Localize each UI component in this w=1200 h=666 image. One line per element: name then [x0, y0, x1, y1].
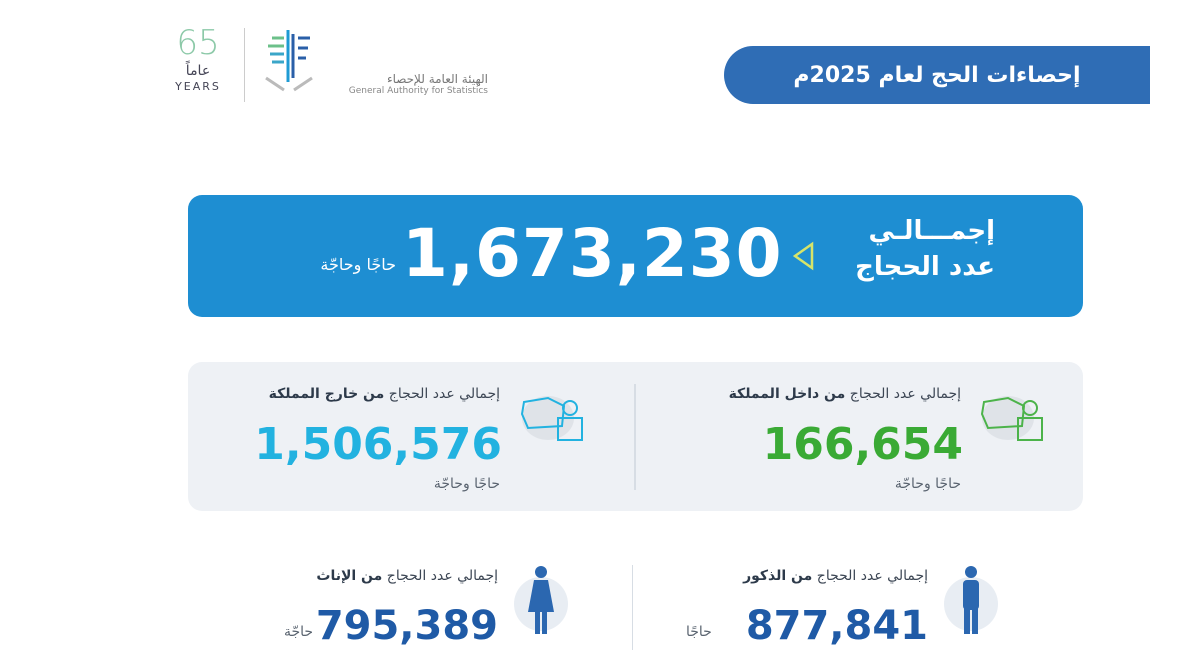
logo-years-en: YEARS [175, 80, 221, 93]
logo-divider [244, 28, 245, 102]
foreign-unit: حاجًا وحاجّة [433, 476, 500, 492]
total-label-line2: عدد الحجاج [855, 252, 995, 282]
triangle-left-icon [792, 241, 814, 271]
gastat-logo-mark-icon [262, 26, 316, 100]
females-label: إجمالي عدد الحجاج من الإناث [316, 568, 498, 584]
total-value: 1,673,230 [402, 215, 783, 292]
gender-divider [632, 565, 633, 650]
pilgrim-kaaba-icon [520, 396, 583, 441]
males-label-bold: من الذكور [743, 568, 813, 584]
females-label-bold: من الإناث [316, 568, 383, 584]
page-title: إحصاءات الحج لعام 2025م [724, 46, 1150, 104]
male-icon [944, 560, 998, 640]
females-unit: حاجّة [284, 624, 314, 640]
foreign-value: 1,506,576 [254, 419, 502, 470]
domestic-unit: حاجًا وحاجّة [894, 476, 961, 492]
males-value: 877,841 [745, 603, 928, 649]
card-divider [634, 384, 636, 490]
domestic-label: إجمالي عدد الحجاج من داخل المملكة [729, 386, 961, 402]
pilgrims-origin-card: إجمالي عدد الحجاج من داخل المملكة 166,65… [188, 362, 1083, 511]
foreign-label-bold: من خارج المملكة [268, 386, 385, 402]
logo-org-en: General Authority for Statistics [348, 86, 488, 96]
female-icon [514, 560, 568, 640]
domestic-label-prefix: إجمالي عدد الحجاج [849, 386, 961, 402]
males-label: إجمالي عدد الحجاج من الذكور [743, 568, 928, 584]
foreign-label: إجمالي عدد الحجاج من خارج المملكة [269, 386, 500, 402]
domestic-label-bold: من داخل المملكة [728, 386, 846, 402]
foreign-label-prefix: إجمالي عدد الحجاج [388, 386, 500, 402]
females-value: 795,389 [315, 603, 498, 649]
total-pilgrims-banner: إجمـــالـي عدد الحجاج 1,673,230 حاجًا وح… [188, 195, 1083, 317]
logo-years-ar: عاماً [185, 63, 211, 79]
logo-years-number: 65 [176, 23, 220, 63]
total-unit: حاجًا وحاجّة [320, 255, 396, 274]
males-unit: حاجًا [686, 624, 712, 640]
logo-org-ar: الهيئة العامة للإحصاء [386, 72, 488, 86]
pilgrim-kaaba-icon [980, 396, 1043, 441]
total-label-line1: إجمـــالـي [868, 216, 995, 246]
males-label-prefix: إجمالي عدد الحجاج [816, 568, 928, 584]
logo-65-years: 65 عاماً YEARS [166, 24, 230, 106]
females-label-prefix: إجمالي عدد الحجاج [386, 568, 498, 584]
domestic-value: 166,654 [762, 419, 963, 470]
